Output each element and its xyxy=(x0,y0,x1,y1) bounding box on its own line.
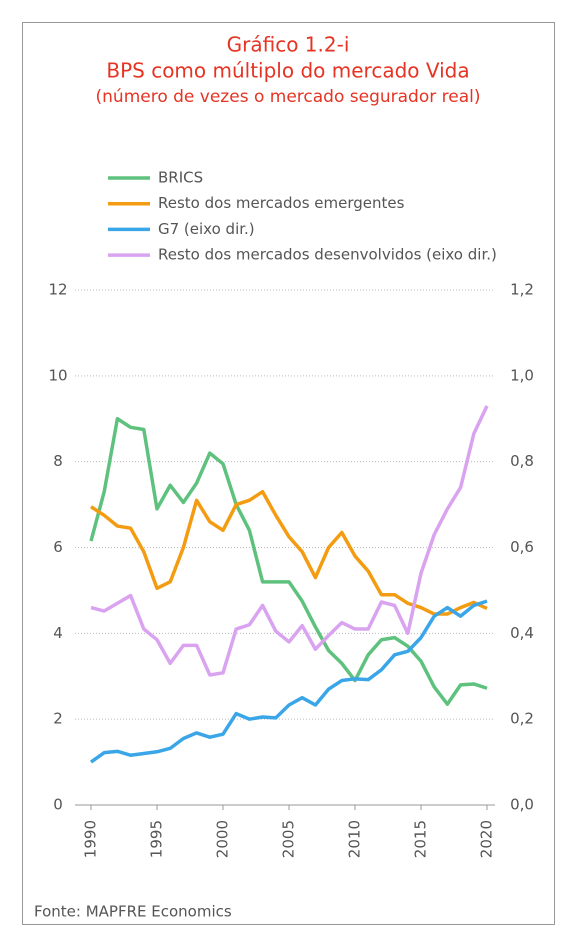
y-tick-label: 8 xyxy=(53,452,63,470)
x-tick-label: 2020 xyxy=(478,820,496,858)
chart-title: BPS como múltiplo do mercado Vida xyxy=(106,59,469,83)
x-tick-label: 1995 xyxy=(148,820,166,858)
y2-tick-label: 0,4 xyxy=(510,624,534,642)
x-tick-label: 2010 xyxy=(346,820,364,858)
legend-label: Resto dos mercados desenvolvidos (eixo d… xyxy=(158,246,497,264)
x-tick-label: 2015 xyxy=(412,820,430,858)
y-tick-label: 12 xyxy=(48,281,67,299)
chart-border xyxy=(22,22,555,925)
y2-tick-label: 0,0 xyxy=(510,796,534,814)
chart-subtitle: (número de vezes o mercado segurador rea… xyxy=(96,87,481,107)
series-line xyxy=(90,489,488,616)
chart-title: Gráfico 1.2-i xyxy=(227,33,350,57)
x-tick-label: 2005 xyxy=(280,820,298,858)
y2-tick-label: 0,2 xyxy=(510,710,534,728)
source: Fonte: MAPFRE Economics xyxy=(34,903,232,921)
y-tick-label: 10 xyxy=(48,366,67,384)
x-tick-label: 2000 xyxy=(214,820,232,858)
y2-tick-label: 0,8 xyxy=(510,452,534,470)
y2-tick-label: 1,0 xyxy=(510,366,534,384)
y2-tick-label: 0,6 xyxy=(510,538,534,556)
series-line xyxy=(89,599,488,764)
legend-label: BRICS xyxy=(158,169,203,187)
y-tick-label: 4 xyxy=(53,624,63,642)
legend-label: G7 (eixo dir.) xyxy=(158,220,255,238)
y-tick-label: 6 xyxy=(53,538,63,556)
y-tick-label: 2 xyxy=(53,710,63,728)
legend-label: Resto dos mercados emergentes xyxy=(158,194,405,212)
series-line xyxy=(90,405,489,677)
x-tick-label: 1990 xyxy=(82,820,100,858)
series-line xyxy=(89,417,488,706)
y2-tick-label: 1,2 xyxy=(510,281,534,299)
y-tick-label: 0 xyxy=(53,796,63,814)
